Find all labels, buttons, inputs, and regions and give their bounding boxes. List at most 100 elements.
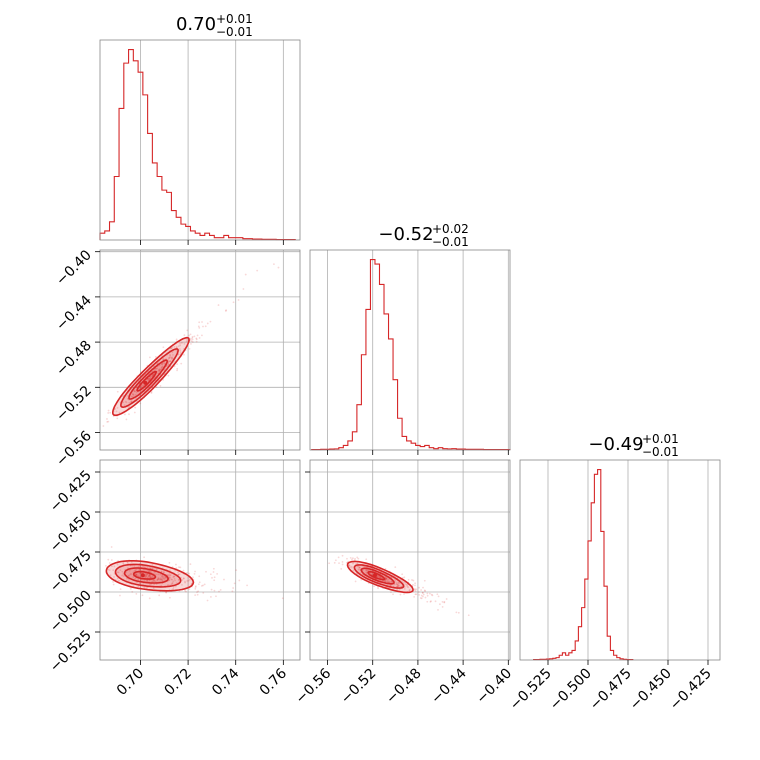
scatter-point — [131, 590, 134, 593]
scatter-point — [128, 578, 130, 581]
scatter-point — [157, 577, 160, 580]
scatter-point — [333, 561, 336, 564]
scatter-point — [215, 595, 217, 598]
scatter-point — [158, 368, 161, 371]
scatter-point — [194, 585, 197, 588]
scatter-point — [156, 367, 159, 370]
scatter-point — [395, 581, 398, 584]
scatter-point — [373, 585, 375, 588]
scatter-point — [162, 346, 165, 349]
scatter-point — [206, 322, 209, 325]
scatter-point — [128, 401, 131, 404]
scatter-point — [149, 576, 152, 579]
scatter-point — [118, 411, 121, 414]
scatter-point — [429, 600, 432, 603]
scatter-point — [109, 574, 112, 577]
scatter-point — [125, 401, 128, 404]
scatter-point — [256, 269, 259, 272]
scatter-point — [132, 392, 134, 395]
scatter-point — [210, 588, 213, 591]
scatter-point — [173, 575, 175, 578]
scatter-point — [168, 561, 171, 564]
scatter-point — [194, 588, 197, 590]
scatter-point — [209, 596, 212, 598]
scatter-point — [163, 362, 165, 365]
scatter-point — [237, 299, 240, 301]
scatter-point — [390, 591, 392, 594]
scatter-point — [212, 567, 215, 570]
scatter-point — [145, 574, 148, 577]
scatter-point — [179, 351, 182, 354]
scatter-point — [385, 577, 388, 580]
scatter-point — [341, 563, 344, 566]
scatter-point — [188, 578, 191, 581]
scatter-point — [193, 335, 196, 338]
scatter-point — [157, 576, 160, 579]
scatter-point — [200, 585, 203, 587]
scatter-point — [387, 578, 390, 581]
scatter-point — [338, 562, 340, 565]
scatter-point — [209, 573, 212, 576]
y-tick-label: −0.450 — [47, 508, 95, 556]
scatter-point — [404, 583, 407, 586]
scatter-point — [213, 589, 216, 592]
scatter-point — [385, 578, 388, 581]
scatter-point — [232, 301, 235, 304]
scatter-point — [377, 575, 380, 578]
panel-title: −0.52 — [378, 224, 433, 245]
scatter-point — [356, 565, 359, 568]
scatter-point — [352, 557, 354, 560]
scatter-point — [419, 597, 422, 599]
scatter-point — [189, 563, 192, 566]
scatter-point — [130, 400, 133, 403]
scatter-point — [160, 366, 163, 369]
scatter-point — [128, 569, 131, 572]
x-tick-label: −0.52 — [338, 666, 380, 708]
scatter-point — [133, 564, 136, 567]
scatter-point — [165, 591, 168, 594]
scatter-point — [413, 589, 416, 591]
scatter-point — [420, 594, 423, 597]
scatter-point — [167, 575, 170, 577]
scatter-point — [107, 409, 110, 412]
scatter-point — [172, 353, 174, 356]
scatter-point — [179, 344, 182, 347]
scatter-point — [198, 337, 201, 339]
scatter-point — [171, 346, 174, 349]
scatter-point — [116, 571, 119, 574]
scatter-point — [143, 556, 145, 559]
scatter-point — [385, 576, 388, 579]
scatter-point — [133, 389, 135, 392]
scatter-point — [351, 567, 353, 569]
scatter-point — [202, 325, 204, 328]
scatter-point — [358, 566, 361, 569]
scatter-point — [277, 266, 280, 269]
scatter-point — [412, 579, 415, 582]
contour-level — [346, 560, 414, 594]
scatter-point — [135, 573, 138, 576]
scatter-point — [116, 407, 119, 409]
scatter-point — [408, 588, 411, 591]
scatter-point — [365, 569, 367, 572]
scatter-point — [148, 574, 151, 577]
histogram-step-line — [311, 258, 511, 451]
scatter-point — [151, 567, 154, 570]
scatter-point — [129, 588, 132, 590]
scatter-point — [441, 606, 444, 608]
scatter-point — [418, 594, 421, 596]
scatter-point — [212, 571, 215, 573]
scatter-point — [161, 365, 164, 368]
scatter-point — [281, 597, 284, 600]
scatter-point — [153, 580, 156, 583]
density-peak — [372, 573, 377, 578]
scatter-point — [144, 575, 147, 578]
scatter-point — [170, 347, 173, 350]
scatter-point — [407, 578, 410, 581]
density-frame — [99, 459, 301, 661]
scatter-point — [110, 546, 113, 548]
scatter-point — [424, 590, 427, 592]
scatter-point — [113, 576, 115, 578]
scatter-point — [379, 576, 382, 579]
x-tick-label: −0.500 — [547, 666, 595, 714]
